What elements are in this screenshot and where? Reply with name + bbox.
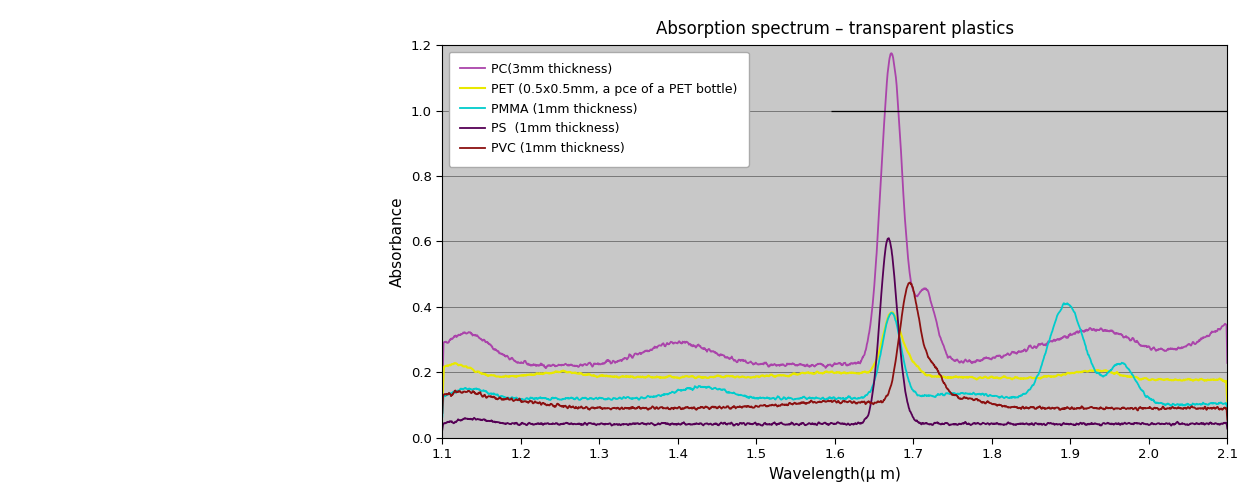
PC(3mm thickness)	[816, 363, 831, 369]
PS  (1mm thickness)	[881, 235, 896, 241]
Line: PS  (1mm thickness): PS (1mm thickness)	[442, 238, 1227, 430]
PMMA (1mm thickness)	[1220, 412, 1235, 418]
PS  (1mm thickness)	[1197, 422, 1212, 428]
X-axis label: Wavelength(μ m): Wavelength(μ m)	[769, 467, 901, 481]
PVC (1mm thickness)	[902, 280, 917, 286]
PMMA (1mm thickness)	[1197, 401, 1212, 407]
PET (0.5x0.5mm, a pce of a PET bottle)	[796, 370, 811, 376]
Legend: PC(3mm thickness), PET (0.5x0.5mm, a pce of a PET bottle), PMMA (1mm thickness),: PC(3mm thickness), PET (0.5x0.5mm, a pce…	[449, 51, 749, 166]
PC(3mm thickness)	[796, 362, 811, 368]
PET (0.5x0.5mm, a pce of a PET bottle)	[1197, 378, 1212, 384]
PET (0.5x0.5mm, a pce of a PET bottle)	[1053, 372, 1068, 378]
PS  (1mm thickness)	[1197, 422, 1212, 428]
PS  (1mm thickness)	[435, 427, 450, 433]
PMMA (1mm thickness)	[816, 396, 831, 402]
PC(3mm thickness)	[475, 338, 490, 344]
PVC (1mm thickness)	[1197, 403, 1212, 409]
PS  (1mm thickness)	[475, 417, 490, 423]
PMMA (1mm thickness)	[435, 414, 450, 420]
Y-axis label: Absorbance: Absorbance	[390, 196, 405, 287]
Line: PMMA (1mm thickness): PMMA (1mm thickness)	[442, 303, 1227, 417]
PC(3mm thickness)	[1197, 334, 1212, 341]
PC(3mm thickness)	[1220, 360, 1235, 366]
PMMA (1mm thickness)	[1197, 401, 1212, 407]
PET (0.5x0.5mm, a pce of a PET bottle)	[1220, 399, 1235, 405]
PET (0.5x0.5mm, a pce of a PET bottle)	[475, 371, 490, 377]
Line: PC(3mm thickness): PC(3mm thickness)	[442, 53, 1227, 391]
PMMA (1mm thickness)	[1053, 308, 1068, 314]
PS  (1mm thickness)	[1220, 426, 1235, 432]
PVC (1mm thickness)	[1053, 406, 1068, 412]
PMMA (1mm thickness)	[1057, 300, 1072, 306]
PET (0.5x0.5mm, a pce of a PET bottle)	[885, 309, 900, 315]
PVC (1mm thickness)	[1220, 417, 1235, 423]
PET (0.5x0.5mm, a pce of a PET bottle)	[816, 370, 831, 376]
PC(3mm thickness)	[883, 50, 898, 56]
Line: PET (0.5x0.5mm, a pce of a PET bottle): PET (0.5x0.5mm, a pce of a PET bottle)	[442, 312, 1227, 402]
PVC (1mm thickness)	[796, 399, 811, 405]
PMMA (1mm thickness)	[475, 388, 490, 394]
Title: Absorption spectrum – transparent plastics: Absorption spectrum – transparent plasti…	[655, 20, 1014, 38]
PC(3mm thickness)	[1197, 334, 1212, 340]
PS  (1mm thickness)	[796, 420, 811, 426]
PMMA (1mm thickness)	[796, 394, 811, 400]
PC(3mm thickness)	[1053, 336, 1068, 342]
PET (0.5x0.5mm, a pce of a PET bottle)	[1197, 377, 1212, 383]
Line: PVC (1mm thickness): PVC (1mm thickness)	[442, 283, 1227, 420]
PS  (1mm thickness)	[816, 420, 831, 426]
PC(3mm thickness)	[435, 388, 450, 394]
PVC (1mm thickness)	[1197, 404, 1212, 410]
PVC (1mm thickness)	[475, 394, 490, 400]
PS  (1mm thickness)	[1053, 422, 1068, 428]
PVC (1mm thickness)	[816, 398, 831, 404]
PET (0.5x0.5mm, a pce of a PET bottle)	[435, 399, 450, 405]
PVC (1mm thickness)	[435, 410, 450, 416]
